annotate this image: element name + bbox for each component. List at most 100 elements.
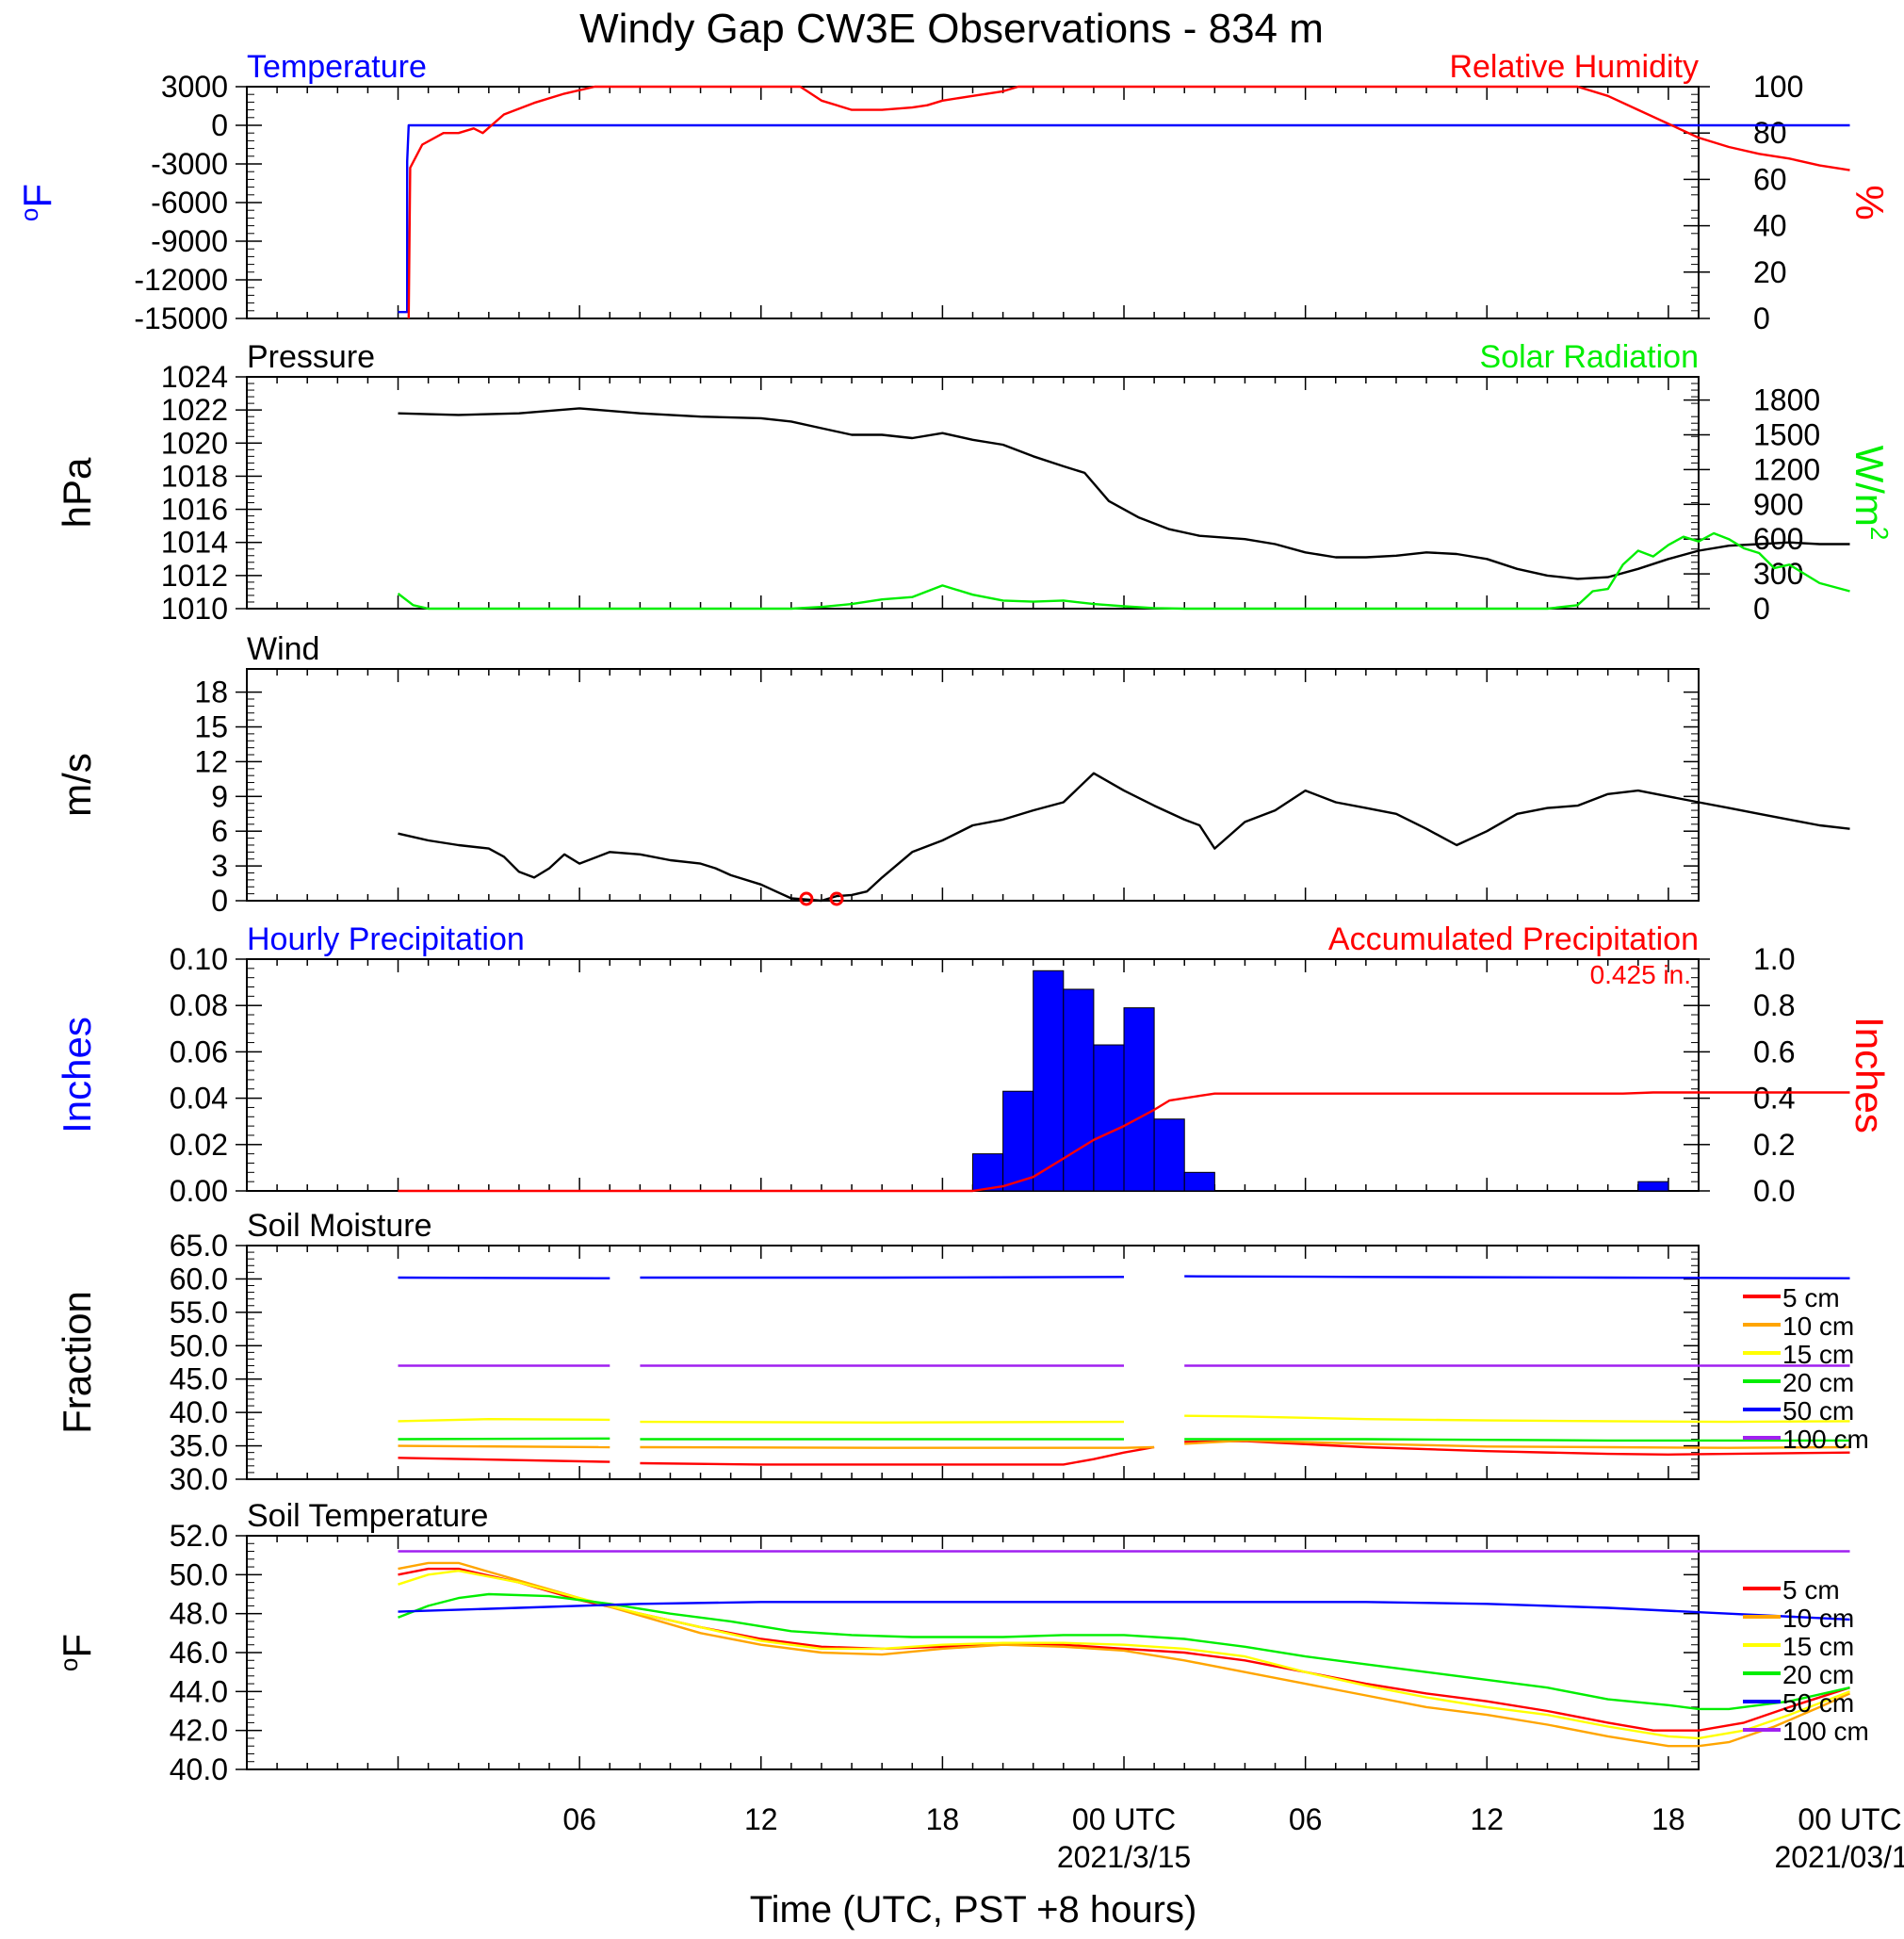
y-tick-label: 1020 <box>161 426 228 460</box>
panel-left-title: Wind <box>247 631 319 667</box>
y-tick-label: -3000 <box>151 147 228 181</box>
series-line-temperature <box>398 123 1850 314</box>
y-tick-label: 35.0 <box>170 1429 228 1463</box>
y2-tick-label: 1.0 <box>1753 942 1795 976</box>
y-axis-label: hPa <box>55 457 99 528</box>
y-tick-label: 15 <box>194 710 228 744</box>
y-axis-label: Inches <box>55 1017 99 1133</box>
legend-label: 100 cm <box>1782 1425 1869 1454</box>
panel-frame <box>246 376 1700 610</box>
y-tick-label: 0 <box>211 884 228 918</box>
panel-right-title: Accumulated Precipitation <box>1328 921 1699 957</box>
series-line-relative-humidity <box>407 85 1850 319</box>
y-tick-label: 50.0 <box>170 1557 228 1591</box>
precip-bar <box>1637 1181 1669 1192</box>
y-tick-label: 18 <box>194 676 228 709</box>
precip-bar <box>1093 1044 1125 1192</box>
legend-label: 15 cm <box>1782 1340 1854 1369</box>
y-tick-label: 0.04 <box>170 1082 228 1116</box>
y-tick-label: 1010 <box>161 592 228 626</box>
x-tick-label: 18 <box>1652 1802 1685 1836</box>
panel-frame <box>246 1245 1700 1480</box>
series-line-10-cm <box>398 1444 610 1449</box>
panel-right-title: Relative Humidity <box>1449 49 1699 85</box>
legend-label: 5 cm <box>1782 1283 1840 1312</box>
y-tick-label: 1018 <box>161 459 228 493</box>
series-line-5-cm <box>398 1457 610 1463</box>
time-axis: 06 12 18 00 UTC 2021/3/15 06 12 18 00 UTC 2021/03… <box>562 1802 1904 1874</box>
y-tick-label: 50.0 <box>170 1328 228 1362</box>
precip-bar <box>1183 1171 1215 1192</box>
y-axis-label: oF <box>55 1634 99 1671</box>
y-axis-label: m/s <box>55 753 99 817</box>
y2-tick-label: 0.0 <box>1753 1174 1795 1208</box>
y-tick-label: 0.08 <box>170 988 228 1022</box>
y2-tick-label: 0.2 <box>1753 1128 1795 1162</box>
series-line-15-cm <box>1184 1414 1850 1424</box>
x-tick-label: 06 <box>1289 1802 1323 1836</box>
series-line-20-cm <box>1184 1438 1850 1442</box>
y2-tick-label: 80 <box>1753 116 1787 150</box>
series-line-wind-speed <box>398 772 1850 903</box>
y-tick-label: 40.0 <box>170 1752 228 1786</box>
y2-axis-label: Inches <box>1847 1017 1892 1133</box>
y-tick-label: 0.10 <box>170 942 228 976</box>
y-tick-label: -6000 <box>151 186 228 220</box>
legend-label: 10 cm <box>1782 1604 1854 1633</box>
series-line-10-cm <box>1184 1439 1850 1449</box>
y-tick-label: 48.0 <box>170 1597 228 1631</box>
legend-label: 20 cm <box>1782 1660 1854 1689</box>
panel-left-title: Pressure <box>247 339 375 375</box>
y-tick-label: 40.0 <box>170 1395 228 1429</box>
x-tick-label: 12 <box>744 1802 778 1836</box>
series-line-50-cm <box>398 1276 610 1279</box>
y-tick-label: 55.0 <box>170 1295 228 1329</box>
y2-tick-label: 1200 <box>1753 452 1820 486</box>
panel-left-title: Hourly Precipitation <box>247 921 525 957</box>
y-tick-label: 1012 <box>161 559 228 593</box>
y-tick-label: 0.02 <box>170 1128 228 1162</box>
y-tick-label: 44.0 <box>170 1674 228 1708</box>
panel-right-title: Solar Radiation <box>1480 339 1699 375</box>
x-tick-label: 00 UTC <box>1072 1802 1176 1836</box>
y-tick-label: 3 <box>211 849 228 883</box>
y2-tick-label: 900 <box>1753 487 1803 521</box>
y-tick-label: 0.00 <box>170 1174 228 1208</box>
series-line-5-cm <box>640 1445 1155 1466</box>
y-tick-label: 9 <box>211 779 228 813</box>
series-line-50-cm <box>640 1276 1125 1279</box>
legend-label: 50 cm <box>1782 1688 1854 1718</box>
y-axis-label: Fraction <box>55 1291 99 1434</box>
series-line-50-cm <box>1184 1275 1850 1279</box>
panel-left-title: Soil Moisture <box>247 1208 432 1244</box>
y2-tick-label: 0 <box>1753 592 1770 626</box>
y-tick-label: 42.0 <box>170 1714 228 1748</box>
panels: 30000-3000-6000-9000-12000-1500010080604… <box>15 49 1894 1786</box>
legend-label: 50 cm <box>1782 1396 1854 1426</box>
series-line-20-cm <box>398 1592 1850 1711</box>
accumulated-total-label: 0.425 in. <box>1590 960 1691 989</box>
y-tick-label: 52.0 <box>170 1519 228 1553</box>
y-tick-label: 12 <box>194 744 228 778</box>
precip-bar <box>1153 1118 1185 1192</box>
panel-1: 3000 0 -3000 -6000 -9000 -12000 -15000 100 80 60 4… <box>15 49 1892 335</box>
legend-label: 10 cm <box>1782 1312 1854 1341</box>
series-line-20-cm <box>398 1437 610 1441</box>
chart-title: Windy Gap CW3E Observations - 834 m <box>579 6 1324 52</box>
x-axis-label: Time (UTC, PST +8 hours) <box>750 1889 1197 1931</box>
panel-left-title: Temperature <box>247 49 427 85</box>
x-tick-label: 18 <box>926 1802 960 1836</box>
series-line-15-cm <box>398 1418 610 1423</box>
panel-frame <box>246 668 1700 902</box>
series-line-10-cm <box>398 1561 1850 1748</box>
panel-frame <box>246 86 1700 319</box>
y2-tick-label: 1800 <box>1753 383 1820 417</box>
y2-tick-label: 0.6 <box>1753 1035 1795 1068</box>
y-tick-label: 3000 <box>161 70 228 104</box>
panel-4: 0.10 0.08 0.06 0.04 0.02 0.00 1.0 0.8 0.6 0.4 0.2 0… <box>55 921 1892 1208</box>
legend-label: 5 cm <box>1782 1575 1840 1605</box>
x-tick-label: 12 <box>1470 1802 1504 1836</box>
y-tick-label: 65.0 <box>170 1229 228 1263</box>
